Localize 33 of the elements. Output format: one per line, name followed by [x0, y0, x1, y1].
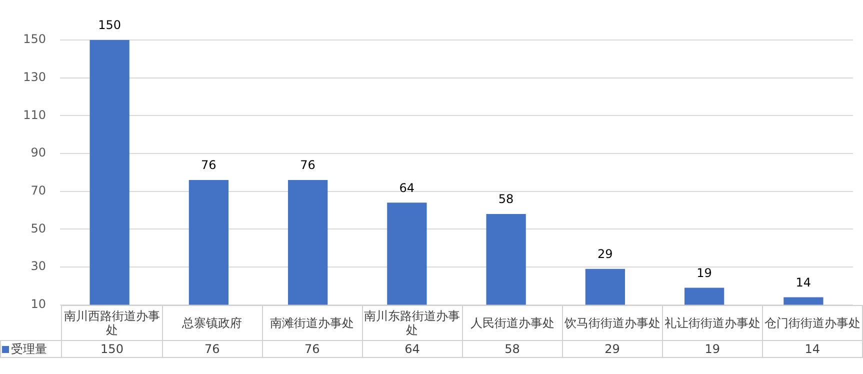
data-label: 76 — [262, 340, 362, 358]
x-tick-label: 南川东路街道办事处 — [362, 306, 462, 340]
annotation: 29 — [598, 246, 613, 261]
x-tick-label: 南川西路街道办事处 — [62, 306, 162, 340]
data-label: 29 — [562, 340, 662, 358]
x-tick-label: 礼让街街道办事处 — [662, 306, 762, 340]
data-label: 76 — [162, 340, 262, 358]
data-label: 150 — [62, 340, 162, 358]
annotation: 76 — [300, 158, 316, 172]
y-tick-label: 90 — [30, 146, 46, 160]
legend-label: 受理量 — [0, 340, 62, 358]
y-tick-label: 130 — [23, 70, 46, 84]
annotation: 14 — [796, 275, 812, 290]
data-label: 64 — [362, 340, 462, 358]
annotation: 19 — [696, 266, 712, 280]
data-label: 14 — [762, 340, 862, 358]
y-tick-label: 150 — [23, 32, 46, 46]
annotation: 58 — [498, 192, 514, 206]
y-tick-label: 110 — [23, 108, 46, 122]
annotation: 76 — [201, 158, 216, 172]
x-tick-label: 饮马街街道办事处 — [562, 306, 662, 340]
x-tick-label: 仓门街街道办事处 — [762, 306, 862, 340]
x-tick-label: 南滩街道办事处 — [262, 306, 362, 340]
data-label: 19 — [662, 340, 762, 358]
y-tick-label: 70 — [30, 183, 46, 198]
y-tick-label: 10 — [30, 296, 46, 311]
y-tick-label: 30 — [30, 259, 46, 274]
y-tick-label: 50 — [30, 221, 46, 236]
data-label: 58 — [462, 340, 562, 358]
x-tick-label: 总寨镇政府 — [162, 306, 262, 340]
annotation: 150 — [98, 18, 122, 32]
annotation: 64 — [399, 180, 415, 195]
x-tick-label: 人民街道办事处 — [462, 306, 562, 340]
